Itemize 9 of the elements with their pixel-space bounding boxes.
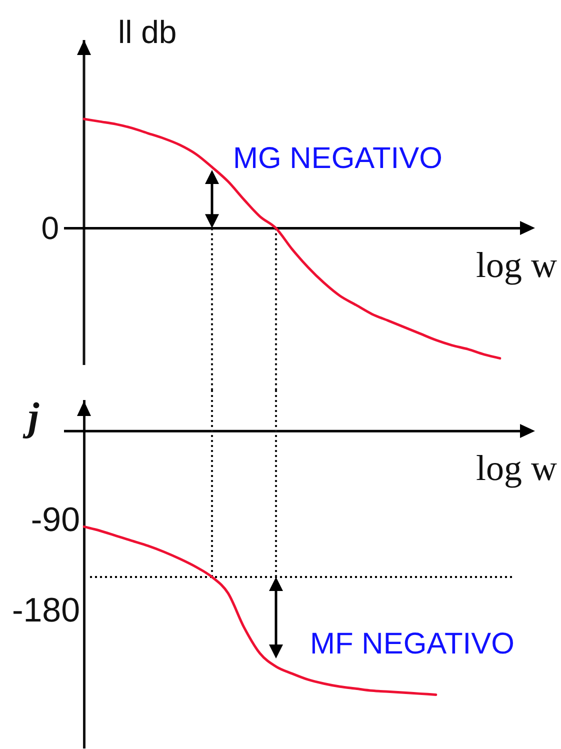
x-axis-title: log w — [476, 448, 557, 488]
annotation: MF NEGATIVO — [310, 628, 514, 661]
y-tick-label: -90 — [30, 501, 80, 540]
ref-line-label: 0 — [41, 210, 59, 246]
y-tick-label: -180 — [12, 592, 80, 630]
annotation: MG NEGATIVO — [233, 142, 442, 176]
y-axis-title: ll db — [118, 14, 177, 50]
x-axis-title: log w — [476, 245, 557, 285]
y-axis-title: j — [22, 394, 40, 439]
